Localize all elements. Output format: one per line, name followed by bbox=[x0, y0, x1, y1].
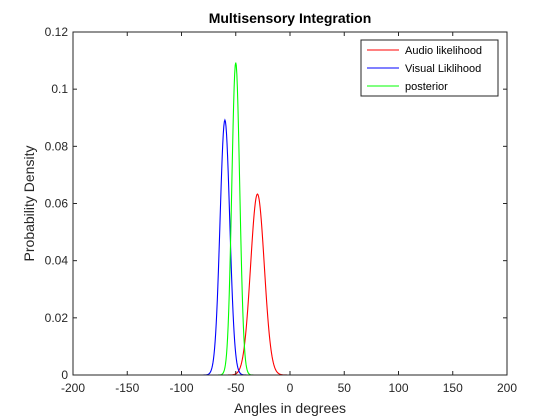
x-tick-label: 150 bbox=[443, 381, 463, 395]
y-axis-title: Probability Density bbox=[21, 146, 37, 262]
y-tick-label: 0.08 bbox=[45, 139, 69, 153]
chart-title: Multisensory Integration bbox=[209, 10, 372, 26]
y-tick-label: 0.04 bbox=[45, 254, 69, 268]
y-tick-label: 0.06 bbox=[45, 197, 69, 211]
x-axis: -200 -150 -100 -50 0 50 100 150 200 bbox=[61, 32, 517, 395]
x-tick-label: -150 bbox=[115, 381, 139, 395]
y-tick-label: 0.02 bbox=[45, 311, 69, 325]
legend-label-0: Audio likelihood bbox=[405, 45, 482, 57]
y-tick-label: 0.12 bbox=[45, 25, 69, 39]
y-tick-label: 0 bbox=[61, 368, 68, 382]
legend: Audio likelihood Visual Liklihood posterio… bbox=[360, 39, 499, 97]
x-tick-label: 0 bbox=[287, 381, 294, 395]
x-tick-label: -100 bbox=[169, 381, 193, 395]
x-axis-title: Angles in degrees bbox=[234, 400, 346, 416]
x-tick-label: 50 bbox=[338, 381, 352, 395]
legend-label-1: Visual Liklihood bbox=[405, 63, 481, 75]
legend-label-2: posterior bbox=[405, 81, 448, 93]
x-tick-label: -200 bbox=[61, 381, 85, 395]
y-tick-label: 0.1 bbox=[51, 82, 68, 96]
x-tick-label: -50 bbox=[227, 381, 245, 395]
y-axis: 0 0.02 0.04 0.06 0.08 0.1 0.12 bbox=[45, 25, 507, 382]
x-tick-label: 200 bbox=[497, 381, 517, 395]
x-tick-label: 100 bbox=[388, 381, 408, 395]
